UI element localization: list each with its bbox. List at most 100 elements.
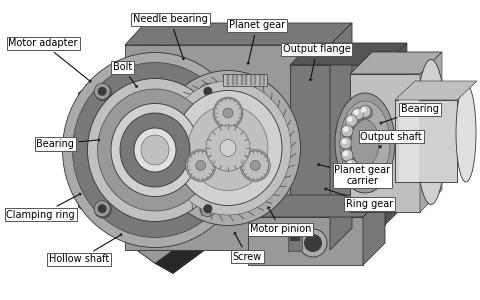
Ellipse shape bbox=[87, 79, 223, 221]
Polygon shape bbox=[78, 37, 232, 263]
Polygon shape bbox=[290, 43, 407, 65]
Ellipse shape bbox=[206, 125, 250, 171]
Circle shape bbox=[304, 234, 322, 252]
Circle shape bbox=[342, 150, 355, 163]
Ellipse shape bbox=[351, 119, 379, 166]
Ellipse shape bbox=[240, 149, 270, 182]
Polygon shape bbox=[385, 43, 407, 225]
Ellipse shape bbox=[187, 151, 214, 180]
Circle shape bbox=[200, 201, 218, 219]
Circle shape bbox=[204, 204, 212, 213]
Ellipse shape bbox=[111, 103, 199, 196]
Circle shape bbox=[94, 83, 112, 101]
Bar bbox=[254, 75, 256, 85]
Circle shape bbox=[200, 83, 218, 101]
Ellipse shape bbox=[335, 93, 395, 193]
Ellipse shape bbox=[188, 106, 268, 190]
Ellipse shape bbox=[97, 89, 213, 211]
Circle shape bbox=[344, 152, 348, 156]
Bar bbox=[248, 217, 363, 265]
Text: Output flange: Output flange bbox=[283, 44, 351, 80]
Circle shape bbox=[359, 169, 371, 181]
Circle shape bbox=[97, 204, 107, 213]
Circle shape bbox=[340, 137, 353, 151]
Ellipse shape bbox=[120, 113, 190, 187]
Ellipse shape bbox=[156, 70, 300, 226]
Text: Planet gear
carrier: Planet gear carrier bbox=[318, 164, 390, 186]
Bar bbox=[250, 75, 252, 85]
Polygon shape bbox=[96, 46, 250, 273]
Polygon shape bbox=[330, 23, 352, 250]
Polygon shape bbox=[363, 195, 385, 265]
Bar bbox=[227, 75, 229, 85]
Circle shape bbox=[200, 83, 216, 99]
Circle shape bbox=[361, 171, 365, 175]
Circle shape bbox=[341, 149, 353, 161]
Ellipse shape bbox=[165, 81, 291, 215]
Ellipse shape bbox=[242, 151, 269, 180]
Text: Bolt: Bolt bbox=[113, 62, 137, 87]
Circle shape bbox=[346, 159, 358, 171]
Polygon shape bbox=[232, 93, 250, 217]
Text: Motor adapter: Motor adapter bbox=[9, 38, 91, 82]
Bar bbox=[259, 75, 261, 85]
Circle shape bbox=[360, 169, 372, 182]
Polygon shape bbox=[248, 195, 385, 217]
Bar bbox=[263, 75, 265, 85]
Polygon shape bbox=[78, 37, 173, 103]
Circle shape bbox=[97, 87, 107, 96]
Circle shape bbox=[341, 125, 353, 137]
Bar bbox=[399, 100, 419, 182]
Circle shape bbox=[352, 108, 364, 120]
Polygon shape bbox=[155, 207, 250, 273]
Bar bbox=[290, 65, 385, 225]
Circle shape bbox=[361, 108, 365, 112]
Ellipse shape bbox=[134, 128, 176, 172]
Bar bbox=[245, 75, 247, 85]
Text: Bearing: Bearing bbox=[36, 139, 100, 149]
Circle shape bbox=[352, 167, 365, 180]
Polygon shape bbox=[395, 81, 477, 100]
Ellipse shape bbox=[220, 140, 236, 157]
Circle shape bbox=[346, 115, 358, 127]
Ellipse shape bbox=[215, 98, 241, 128]
Bar bbox=[231, 75, 233, 85]
Text: Output shaft: Output shaft bbox=[360, 131, 422, 148]
Circle shape bbox=[346, 115, 359, 128]
Circle shape bbox=[344, 128, 348, 131]
Bar bbox=[288, 231, 302, 251]
Text: Bearing: Bearing bbox=[380, 104, 439, 124]
Bar bbox=[395, 100, 457, 182]
Circle shape bbox=[340, 137, 352, 149]
Circle shape bbox=[346, 160, 359, 173]
Text: Hollow shaft: Hollow shaft bbox=[49, 234, 122, 265]
Circle shape bbox=[204, 87, 212, 96]
Polygon shape bbox=[78, 207, 173, 273]
Circle shape bbox=[352, 108, 365, 122]
Circle shape bbox=[250, 160, 260, 170]
Ellipse shape bbox=[72, 62, 238, 238]
Text: Motor pinion: Motor pinion bbox=[250, 207, 312, 235]
Text: Ring gear: Ring gear bbox=[325, 188, 393, 209]
Circle shape bbox=[348, 117, 352, 121]
Ellipse shape bbox=[62, 52, 248, 247]
Circle shape bbox=[94, 83, 110, 99]
Circle shape bbox=[342, 140, 346, 143]
Ellipse shape bbox=[186, 149, 216, 182]
Bar bbox=[125, 45, 330, 250]
Circle shape bbox=[360, 106, 372, 119]
Ellipse shape bbox=[416, 59, 446, 205]
Circle shape bbox=[342, 125, 355, 138]
Circle shape bbox=[352, 166, 364, 178]
Circle shape bbox=[354, 169, 358, 172]
Circle shape bbox=[359, 106, 371, 118]
Circle shape bbox=[94, 201, 110, 217]
Bar bbox=[240, 75, 242, 85]
Circle shape bbox=[196, 160, 206, 170]
Bar bbox=[350, 74, 420, 212]
Circle shape bbox=[299, 229, 327, 257]
Text: Screw: Screw bbox=[233, 232, 262, 262]
Ellipse shape bbox=[456, 84, 476, 182]
Polygon shape bbox=[78, 93, 96, 217]
Text: Needle bearing: Needle bearing bbox=[133, 14, 208, 60]
